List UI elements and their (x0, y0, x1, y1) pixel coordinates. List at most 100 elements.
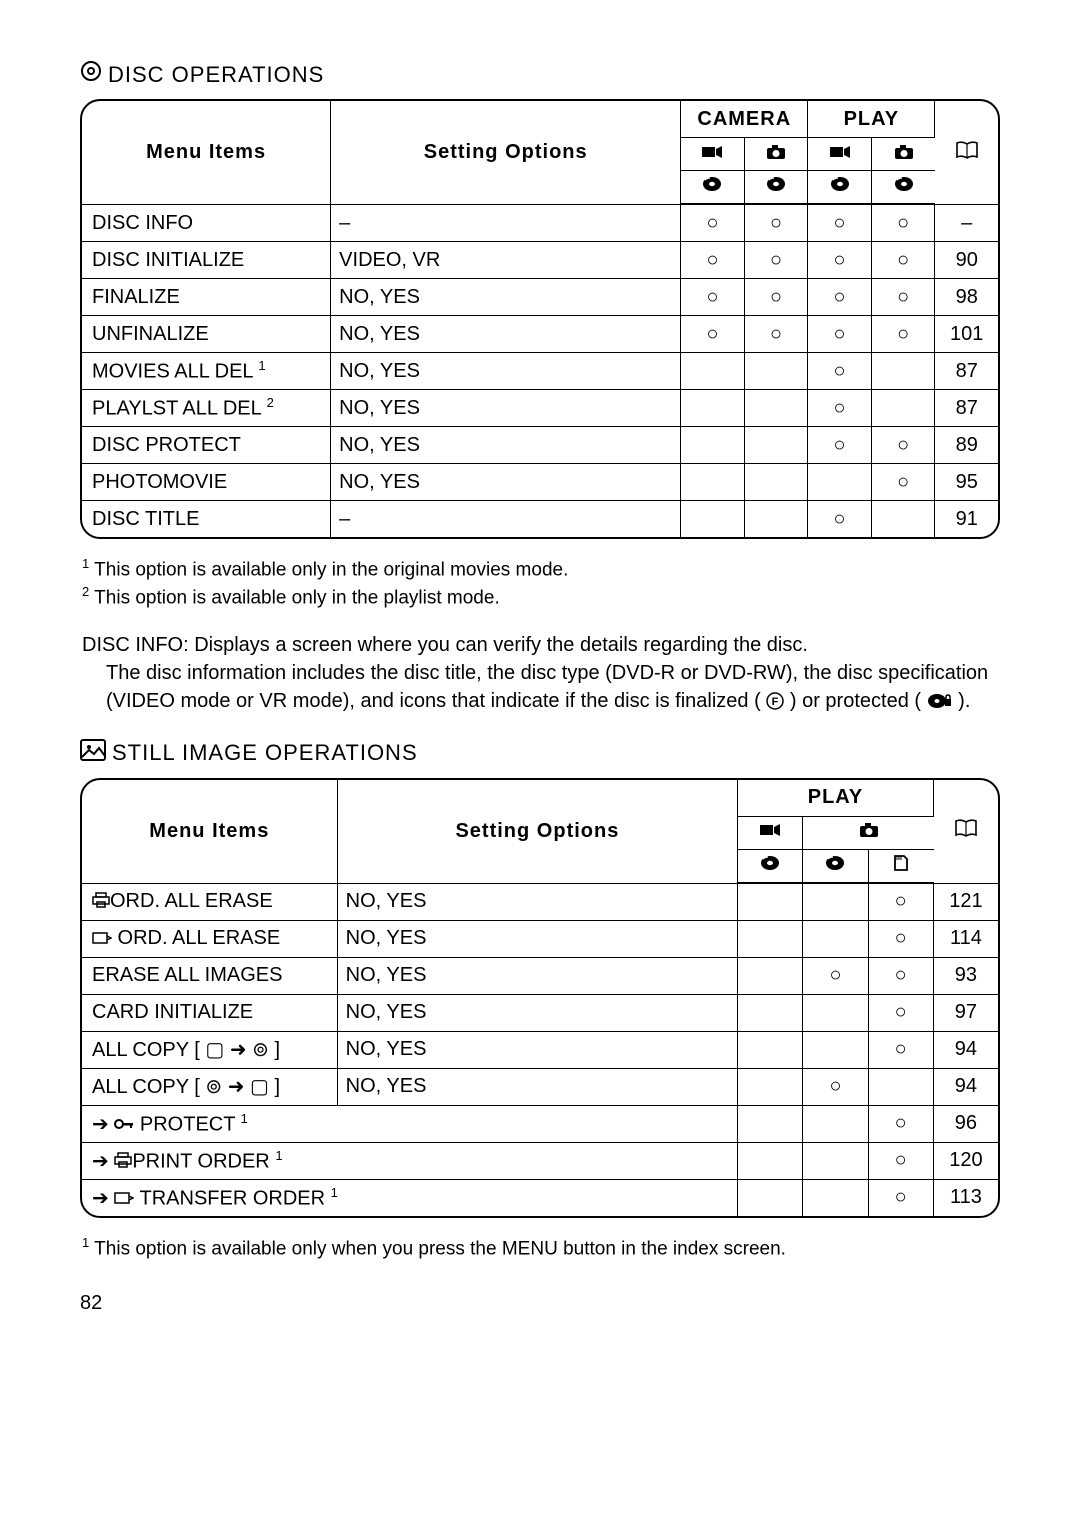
mode-cell: ○ (745, 279, 809, 316)
table-row: DISC INFO–○○○○– (82, 205, 998, 242)
mode-cell (738, 1106, 803, 1143)
print-icon (114, 1151, 132, 1174)
menu-item: DISC PROTECT (82, 427, 331, 464)
book-icon (935, 101, 998, 205)
menu-item: ORD. ALL ERASE (82, 921, 338, 958)
still-icon (745, 138, 809, 171)
still-icon (803, 817, 933, 850)
mode-cell: ○ (872, 279, 936, 316)
footnote-text: This option is available only in the ori… (89, 559, 568, 580)
setting-option: NO, YES (338, 1069, 739, 1106)
page-number: 82 (80, 1292, 1000, 1315)
page-ref: 95 (935, 464, 998, 501)
table-row: CARD INITIALIZENO, YES○97 (82, 995, 998, 1032)
page-ref: 90 (935, 242, 998, 279)
disc-small-icon (803, 850, 868, 884)
disc-small-icon (872, 171, 936, 205)
mode-cell (803, 1180, 868, 1216)
table-row: ➔ TRANSFER ORDER 1 ○113 (82, 1180, 998, 1216)
menu-item: ALL COPY [ ▢ ➜ ⊚ ] (82, 1032, 338, 1069)
table-row: ALL COPY [ ▢ ➜ ⊚ ]NO, YES○94 (82, 1032, 998, 1069)
menu-item: PLAYLST ALL DEL 2 (82, 390, 331, 427)
mode-cell: ○ (681, 279, 745, 316)
still-footnotes: 1 This option is available only when you… (82, 1234, 1000, 1262)
page-ref: 113 (934, 1180, 998, 1216)
mode-cell (681, 427, 745, 464)
footnote-text: This option is available only in the pla… (89, 587, 500, 608)
desc-body: ) or protected ( (790, 690, 921, 712)
mode-cell (681, 353, 745, 390)
svg-text:F: F (772, 696, 779, 708)
mode-cell (803, 1143, 868, 1180)
disc-small-icon (738, 850, 803, 884)
page-ref: 101 (935, 316, 998, 353)
page-ref: 121 (934, 884, 998, 921)
page-ref: 94 (934, 1032, 998, 1069)
mode-cell (738, 1069, 803, 1106)
mode-cell (745, 427, 809, 464)
mode-cell: ○ (808, 353, 872, 390)
mode-cell (681, 464, 745, 501)
menu-item: ALL COPY [ ⊚ ➜ ▢ ] (82, 1069, 338, 1106)
menu-item: UNFINALIZE (82, 316, 331, 353)
mode-cell (803, 1106, 868, 1143)
col-header-setting: Setting Options (338, 780, 739, 884)
mode-cell: ○ (745, 316, 809, 353)
mode-cell: ○ (803, 1069, 868, 1106)
mode-cell (738, 1180, 803, 1216)
table-row: UNFINALIZENO, YES○○○○101 (82, 316, 998, 353)
setting-option: NO, YES (331, 390, 681, 427)
desc-label: DISC INFO: (82, 634, 189, 656)
finalized-icon: F (766, 690, 784, 712)
mode-cell: ○ (872, 205, 936, 242)
mode-cell: ○ (745, 205, 809, 242)
setting-option: NO, YES (331, 279, 681, 316)
page-ref: 93 (934, 958, 998, 995)
table-row: DISC TITLE–○91 (82, 501, 998, 537)
mode-cell: ○ (808, 427, 872, 464)
setting-option: NO, YES (338, 958, 739, 995)
protected-icon (927, 690, 953, 712)
document-page: DISC OPERATIONS Menu Items Setting Optio… (0, 0, 1080, 1355)
disc-small-icon (808, 171, 872, 205)
disc-operations-title: DISC OPERATIONS (108, 62, 324, 88)
card-icon (869, 850, 934, 884)
menu-item: ➔ PRINT ORDER 1 (82, 1143, 738, 1180)
setting-option: NO, YES (331, 353, 681, 390)
transfer-icon (92, 928, 112, 951)
page-ref: 120 (934, 1143, 998, 1180)
setting-option: NO, YES (331, 316, 681, 353)
menu-item: CARD INITIALIZE (82, 995, 338, 1032)
mode-cell (803, 884, 868, 921)
table-row: DISC INITIALIZEVIDEO, VR○○○○90 (82, 242, 998, 279)
col-header-play: PLAY (808, 101, 935, 138)
setting-option: NO, YES (338, 1032, 739, 1069)
menu-item: ➔ PROTECT 1 (82, 1106, 738, 1143)
page-ref: – (935, 205, 998, 242)
menu-item: ➔ TRANSFER ORDER 1 (82, 1180, 738, 1216)
still-icon (872, 138, 936, 171)
menu-item: ORD. ALL ERASE (82, 884, 338, 921)
mode-cell (803, 1032, 868, 1069)
mode-cell (808, 464, 872, 501)
table-row: ORD. ALL ERASENO, YES○121 (82, 884, 998, 921)
table-row: PHOTOMOVIENO, YES○95 (82, 464, 998, 501)
mode-cell: ○ (869, 1180, 934, 1216)
col-header-menu: Menu Items (82, 101, 331, 205)
menu-item: DISC INITIALIZE (82, 242, 331, 279)
disc-small-icon (745, 171, 809, 205)
menu-item: ERASE ALL IMAGES (82, 958, 338, 995)
mode-cell: ○ (808, 279, 872, 316)
mode-cell (681, 501, 745, 537)
disc-info-description: DISC INFO: Displays a screen where you c… (82, 631, 1000, 715)
page-ref: 91 (935, 501, 998, 537)
disc-operations-table: Menu Items Setting Options CAMERA PLAY (80, 99, 1000, 539)
menu-item: DISC INFO (82, 205, 331, 242)
col-header-setting: Setting Options (331, 101, 681, 205)
table-row: ALL COPY [ ⊚ ➜ ▢ ]NO, YES○94 (82, 1069, 998, 1106)
mode-cell: ○ (869, 884, 934, 921)
mode-cell (745, 501, 809, 537)
mode-cell: ○ (681, 205, 745, 242)
disc-footnotes: 1 This option is available only in the o… (82, 555, 1000, 611)
mode-cell: ○ (872, 464, 936, 501)
